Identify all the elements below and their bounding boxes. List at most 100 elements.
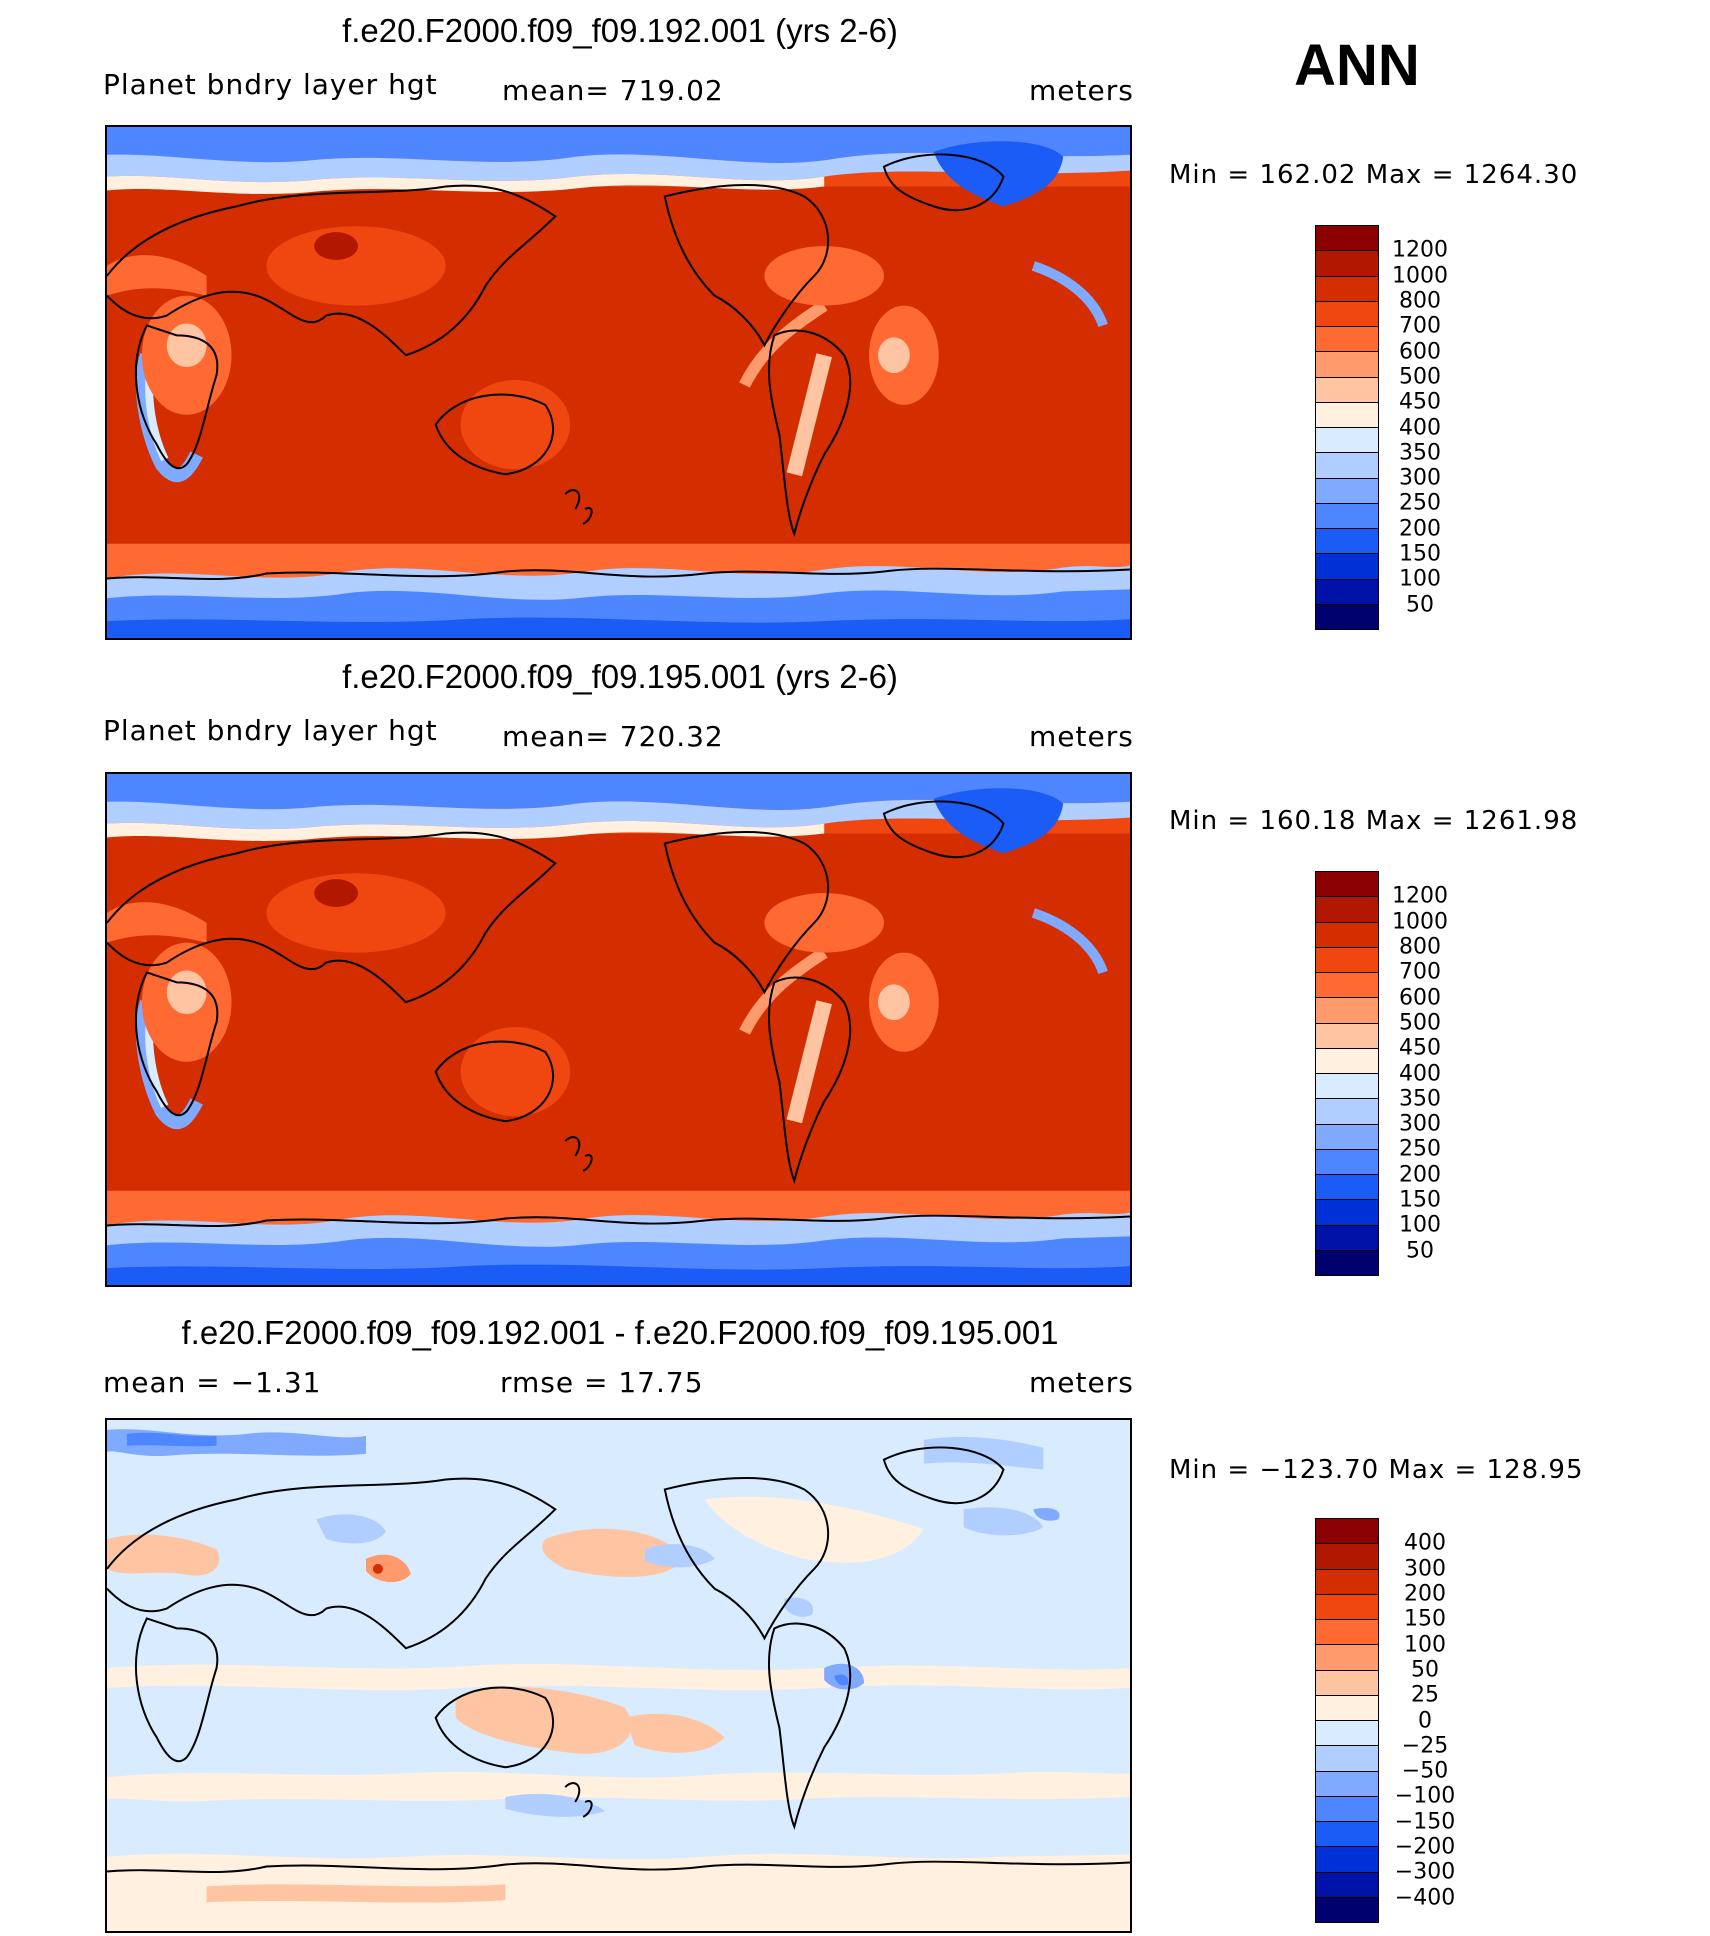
colorbar-swatch: [1316, 402, 1378, 428]
colorbar-tick-label: 350: [1399, 1086, 1441, 1112]
panel-3-units-label: meters: [1029, 1366, 1134, 1399]
colorbar-tick-label: 500: [1399, 364, 1441, 390]
colorbar-tick-label: 150: [1404, 1606, 1446, 1632]
colorbar-swatch: [1316, 301, 1378, 327]
colorbar-swatch: [1316, 226, 1378, 252]
colorbar-swatch: [1316, 1771, 1378, 1797]
colorbar-tick-label: 400: [1404, 1530, 1446, 1556]
colorbar-tick-label: 600: [1399, 985, 1441, 1011]
colorbar-tick-label: −300: [1394, 1859, 1456, 1885]
colorbar-tick-label: 100: [1404, 1632, 1446, 1658]
colorbar-swatch: [1316, 922, 1378, 948]
panel-3-title: f.e20.F2000.f09_f09.192.001 - f.e20.F200…: [181, 1314, 1059, 1351]
colorbar-tick-label: 450: [1399, 389, 1441, 415]
colorbar-tick-label: 0: [1418, 1708, 1432, 1733]
colorbar-tick-label: 200: [1399, 1162, 1441, 1188]
panel-2-colorbar-labels: 1200 1000 800 700 600 500 450 400 350 300 250 200 15…: [1392, 871, 1448, 1276]
panel-1-map-graphic: [107, 127, 1130, 638]
colorbar-tick-label: 1200: [1392, 883, 1448, 909]
colorbar-tick-label: −25: [1401, 1733, 1449, 1759]
colorbar-swatch: [1316, 973, 1378, 999]
panel-1-minmax: Min = 162.02 Max = 1264.30: [1169, 160, 1579, 190]
colorbar-swatch: [1316, 1048, 1378, 1074]
panel-3-mean-label: mean = −1.31: [103, 1366, 322, 1399]
colorbar-tick-label: 100: [1399, 566, 1441, 592]
colorbar-tick-label: 600: [1399, 339, 1441, 365]
colorbar-swatch: [1316, 1544, 1378, 1570]
colorbar-swatch: [1316, 1897, 1378, 1922]
panel-1-title: f.e20.F2000.f09_f09.192.001 (yrs 2-6): [342, 12, 898, 49]
colorbar-tick-label: 25: [1411, 1682, 1439, 1708]
panel-3-minmax: Min = −123.70 Max = 128.95: [1169, 1455, 1584, 1485]
colorbar-swatch: [1316, 1569, 1378, 1595]
colorbar-tick-label: 150: [1399, 1187, 1441, 1213]
colorbar-tick-label: 500: [1399, 1010, 1441, 1036]
colorbar-swatch: [1316, 554, 1378, 580]
colorbar-swatch: [1316, 327, 1378, 353]
panel-3-map-graphic: [107, 1420, 1130, 1931]
colorbar-tick-label: 300: [1404, 1556, 1446, 1582]
colorbar-swatch: [1316, 1847, 1378, 1873]
colorbar-tick-label: −400: [1394, 1885, 1456, 1911]
colorbar-tick-label: 50: [1411, 1657, 1439, 1683]
colorbar-tick-label: −50: [1401, 1758, 1449, 1784]
colorbar-swatch: [1316, 998, 1378, 1024]
colorbar-swatch: [1316, 1746, 1378, 1772]
colorbar-swatch: [1316, 579, 1378, 605]
colorbar-swatch: [1316, 251, 1378, 277]
colorbar-swatch: [1316, 1149, 1378, 1175]
colorbar-tick-label: 800: [1399, 934, 1441, 960]
panel-2-minmax: Min = 160.18 Max = 1261.98: [1169, 806, 1579, 836]
colorbar-tick-label: 50: [1406, 1238, 1434, 1264]
colorbar-tick-label: 200: [1399, 516, 1441, 542]
panel-2-units-label: meters: [1029, 720, 1134, 753]
colorbar-swatch: [1316, 529, 1378, 555]
colorbar-tick-label: 250: [1399, 1136, 1441, 1162]
colorbar-swatch: [1316, 1796, 1378, 1822]
colorbar-swatch: [1316, 1200, 1378, 1226]
colorbar-tick-label: −200: [1394, 1834, 1456, 1860]
panel-1-mean-label: mean= 719.02: [502, 74, 724, 107]
colorbar-swatch: [1316, 377, 1378, 403]
colorbar-swatch: [1316, 604, 1378, 629]
colorbar-tick-label: 50: [1406, 592, 1434, 618]
colorbar-swatch: [1316, 1721, 1378, 1747]
colorbar-tick-label: 150: [1399, 541, 1441, 567]
colorbar-swatch: [1316, 453, 1378, 479]
colorbar-tick-label: 800: [1399, 288, 1441, 314]
colorbar-swatch: [1316, 1175, 1378, 1201]
colorbar-swatch: [1316, 1099, 1378, 1125]
colorbar-tick-label: 300: [1399, 465, 1441, 491]
colorbar-tick-label: 250: [1399, 490, 1441, 516]
colorbar-tick-label: 700: [1399, 959, 1441, 985]
colorbar-swatch: [1316, 1620, 1378, 1646]
colorbar-tick-label: 200: [1404, 1581, 1446, 1607]
panel-3-rmse-label: rmse = 17.75: [500, 1366, 704, 1399]
colorbar-swatch: [1316, 1250, 1378, 1275]
colorbar-swatch: [1316, 1225, 1378, 1251]
colorbar-swatch: [1316, 897, 1378, 923]
panel-2-variable-label: Planet bndry layer hgt: [103, 714, 438, 747]
colorbar-swatch: [1316, 1670, 1378, 1696]
panel-3-map: [105, 1418, 1132, 1933]
colorbar-swatch: [1316, 1872, 1378, 1898]
colorbar-swatch: [1316, 428, 1378, 454]
panel-2-map-graphic: [107, 774, 1130, 1285]
colorbar-tick-label: 100: [1399, 1212, 1441, 1238]
colorbar-swatch: [1316, 1695, 1378, 1721]
colorbar-swatch: [1316, 947, 1378, 973]
colorbar-swatch: [1316, 1023, 1378, 1049]
colorbar-swatch: [1316, 1519, 1378, 1545]
colorbar-tick-label: 400: [1399, 1061, 1441, 1086]
panel-2-mean-label: mean= 720.32: [502, 720, 724, 753]
panel-3-colorbar: [1315, 1518, 1379, 1923]
colorbar-tick-label: 1000: [1392, 263, 1448, 289]
colorbar-tick-label: −100: [1394, 1783, 1456, 1809]
panel-2-colorbar: [1315, 871, 1379, 1276]
colorbar-tick-label: 1000: [1392, 909, 1448, 935]
colorbar-swatch: [1316, 872, 1378, 898]
panel-2-title: f.e20.F2000.f09_f09.195.001 (yrs 2-6): [342, 658, 898, 695]
colorbar-swatch: [1316, 352, 1378, 378]
colorbar-swatch: [1316, 1822, 1378, 1848]
colorbar-swatch: [1316, 276, 1378, 302]
